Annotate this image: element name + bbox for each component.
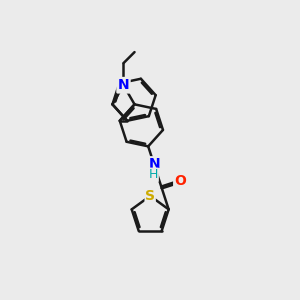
Text: N: N — [118, 78, 129, 92]
Text: O: O — [174, 174, 186, 188]
Text: H: H — [149, 168, 158, 181]
Text: N: N — [149, 157, 161, 171]
Text: S: S — [145, 189, 155, 203]
